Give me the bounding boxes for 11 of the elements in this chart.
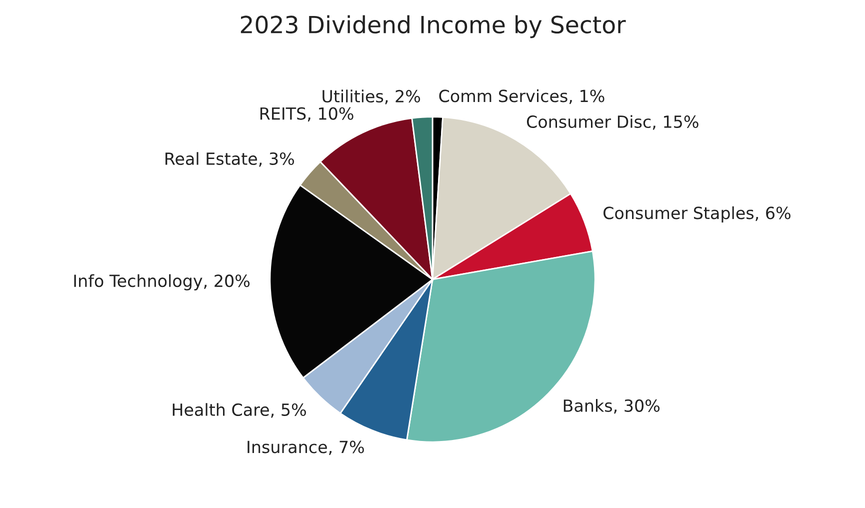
chart-title: 2023 Dividend Income by Sector xyxy=(240,15,626,38)
slice-label: Utilities, 2% xyxy=(322,90,420,104)
slice-label: Banks, 30% xyxy=(564,399,660,414)
slice-label: Comm Services, 1% xyxy=(439,89,604,104)
slice-label: Health Care, 5% xyxy=(172,403,306,418)
slice-label: REITS, 10% xyxy=(260,107,354,122)
slice-label: Insurance, 7% xyxy=(248,440,364,455)
slice-label: Info Technology, 20% xyxy=(74,274,250,290)
slice-label: Consumer Disc, 15% xyxy=(526,115,698,130)
slice-label: Consumer Staples, 6% xyxy=(604,206,790,222)
slice-label: Real Estate, 3% xyxy=(166,152,294,167)
